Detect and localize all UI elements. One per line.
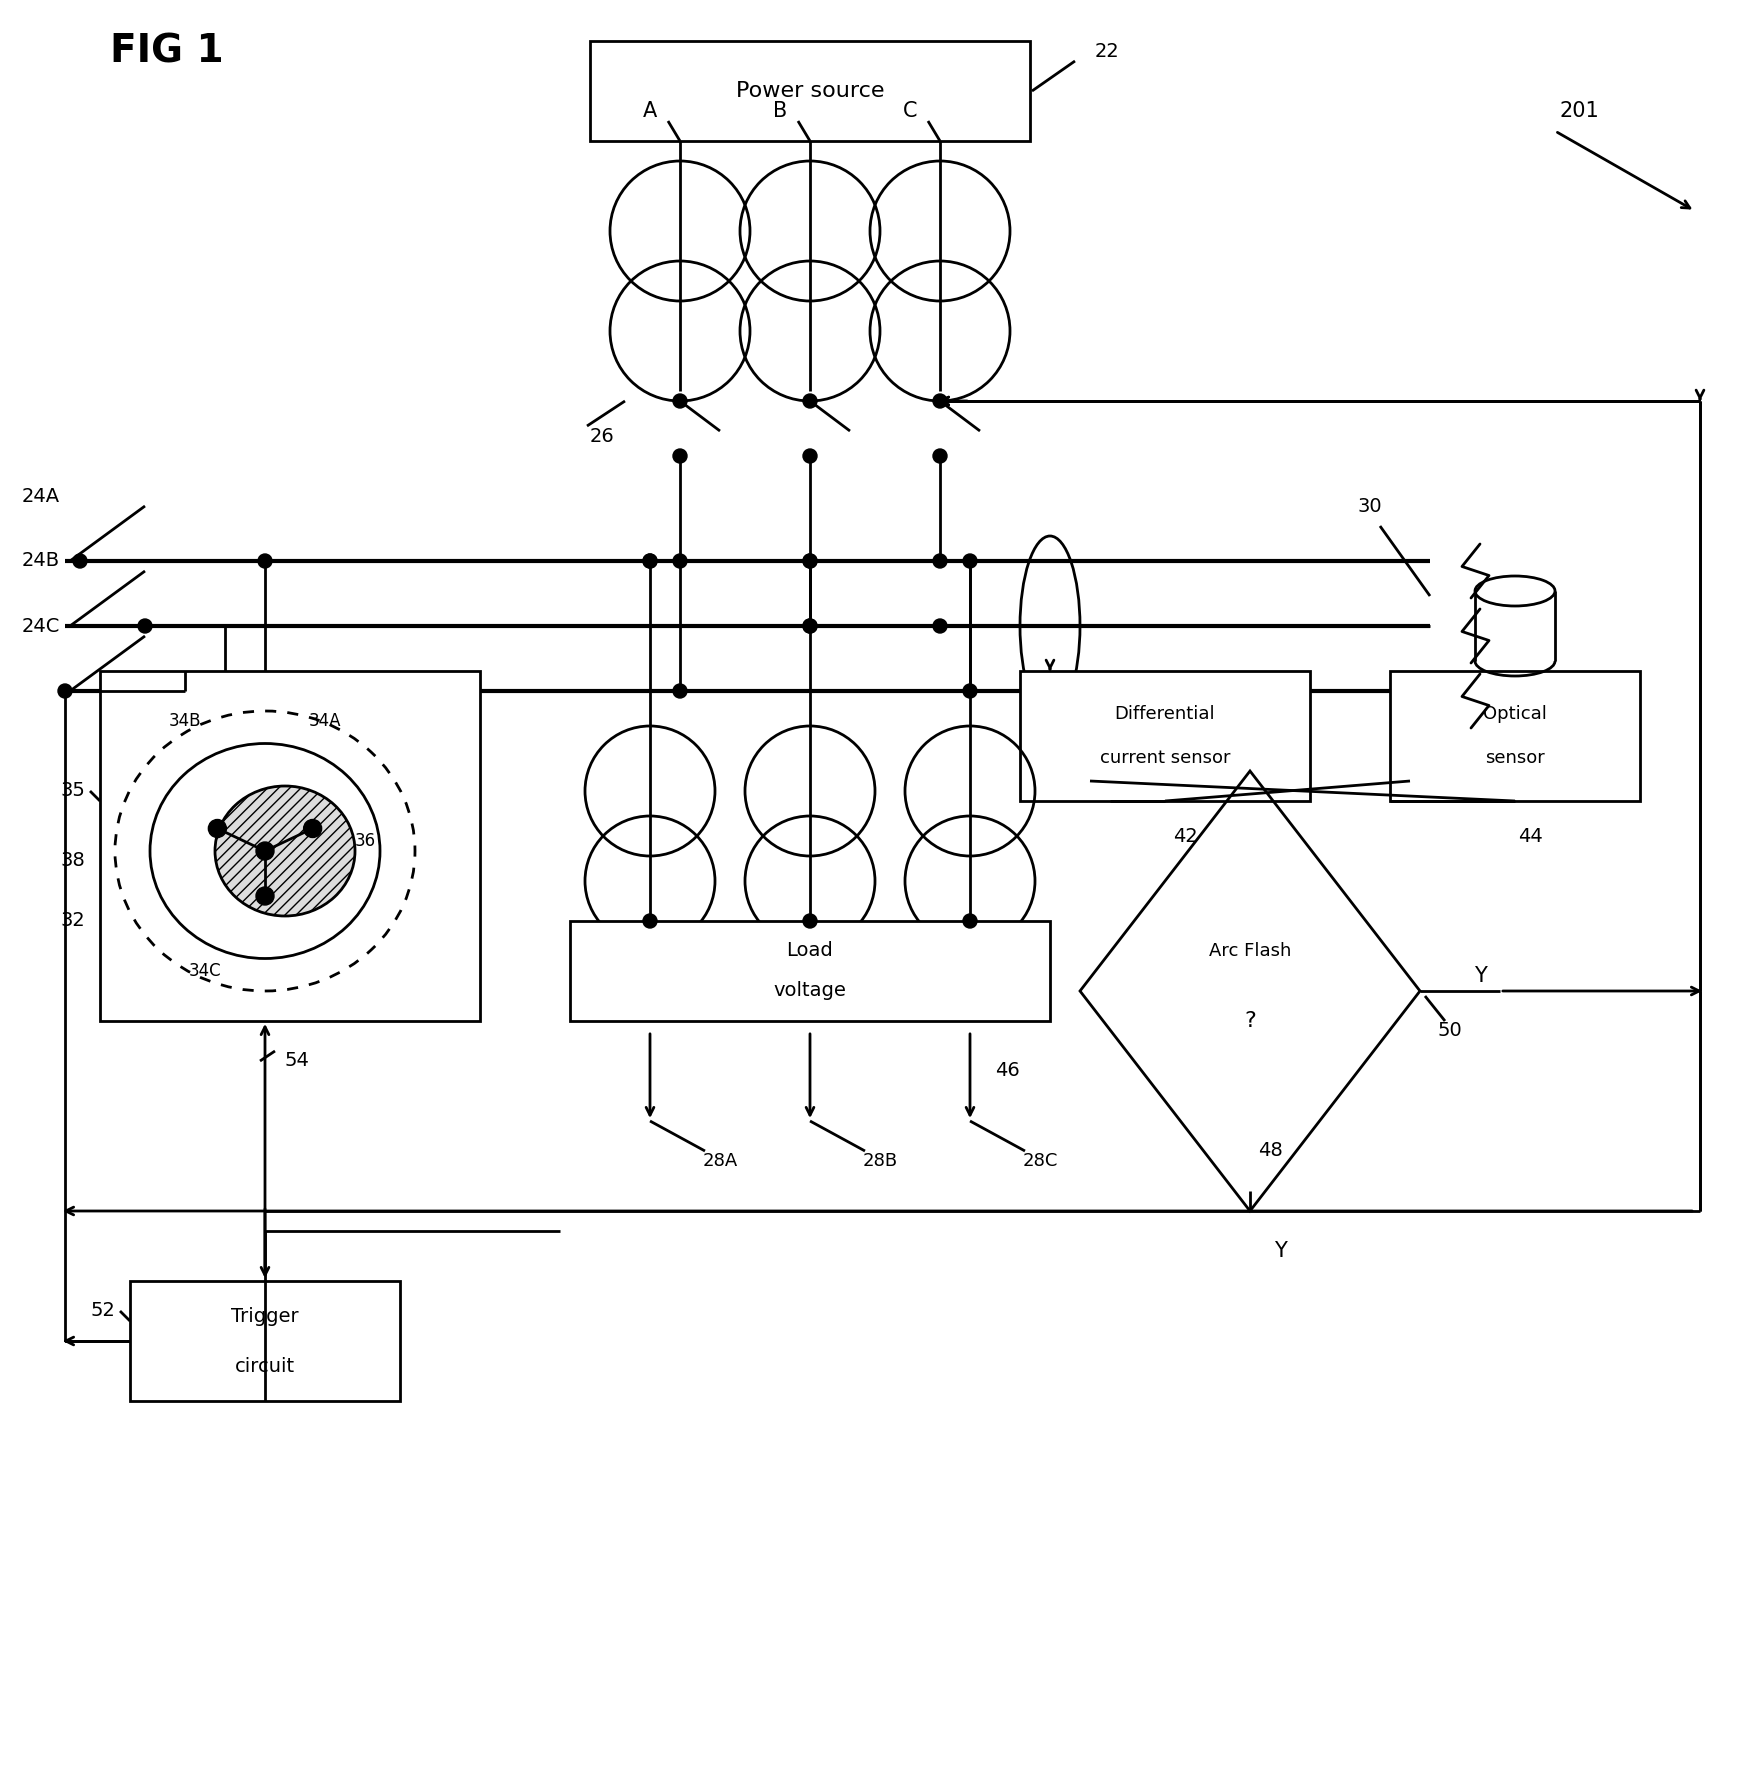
Text: A: A — [642, 100, 656, 122]
Text: Arc Flash: Arc Flash — [1208, 942, 1291, 960]
Circle shape — [803, 553, 817, 568]
Text: current sensor: current sensor — [1099, 749, 1230, 767]
Text: 35: 35 — [60, 781, 85, 801]
Text: 28B: 28B — [863, 1152, 898, 1170]
Text: 38: 38 — [60, 851, 85, 870]
Circle shape — [672, 394, 686, 408]
Text: 48: 48 — [1258, 1141, 1282, 1161]
Text: 28A: 28A — [702, 1152, 737, 1170]
Text: Differential: Differential — [1115, 706, 1215, 724]
Text: 24A: 24A — [21, 487, 60, 505]
Text: 32: 32 — [60, 912, 85, 931]
Text: B: B — [773, 100, 787, 122]
Text: 34B: 34B — [169, 713, 201, 731]
Text: 44: 44 — [1517, 826, 1542, 845]
Circle shape — [803, 553, 817, 568]
Bar — [570, 921, 1050, 1021]
Circle shape — [258, 553, 272, 568]
Text: circuit: circuit — [235, 1356, 295, 1375]
Circle shape — [256, 887, 273, 904]
Circle shape — [72, 553, 86, 568]
Text: Y: Y — [1274, 1241, 1286, 1261]
Bar — [1390, 672, 1639, 801]
Text: 26: 26 — [589, 426, 614, 446]
Circle shape — [963, 684, 977, 698]
Circle shape — [933, 394, 947, 408]
Circle shape — [208, 820, 226, 838]
Bar — [131, 1281, 400, 1401]
Circle shape — [672, 684, 686, 698]
Text: 46: 46 — [995, 1062, 1020, 1080]
Bar — [589, 41, 1030, 141]
Text: FIG 1: FIG 1 — [109, 32, 224, 70]
Text: 22: 22 — [1094, 41, 1118, 61]
Text: C: C — [901, 100, 917, 122]
Circle shape — [803, 620, 817, 632]
Text: 201: 201 — [1559, 100, 1598, 122]
Circle shape — [672, 553, 686, 568]
Circle shape — [933, 450, 947, 464]
Circle shape — [642, 913, 656, 928]
Circle shape — [642, 553, 656, 568]
Text: ?: ? — [1244, 1010, 1256, 1032]
Circle shape — [963, 913, 977, 928]
Circle shape — [933, 553, 947, 568]
Text: Power source: Power source — [736, 81, 884, 100]
Text: 30: 30 — [1357, 496, 1381, 516]
Text: sensor: sensor — [1484, 749, 1544, 767]
Text: Y: Y — [1473, 965, 1485, 987]
Text: 42: 42 — [1171, 826, 1196, 845]
Circle shape — [803, 394, 817, 408]
Text: 24C: 24C — [21, 616, 60, 636]
Text: 34C: 34C — [189, 962, 220, 980]
Circle shape — [256, 842, 273, 860]
Text: 36: 36 — [355, 833, 376, 851]
Text: 54: 54 — [284, 1051, 310, 1071]
Text: voltage: voltage — [773, 981, 847, 1001]
Text: Optical: Optical — [1482, 706, 1545, 724]
Bar — [101, 672, 480, 1021]
Text: 52: 52 — [90, 1302, 115, 1320]
Circle shape — [642, 553, 656, 568]
Circle shape — [672, 450, 686, 464]
Circle shape — [303, 820, 321, 838]
Circle shape — [963, 553, 977, 568]
Bar — [1020, 672, 1309, 801]
Circle shape — [933, 620, 947, 632]
Text: 34A: 34A — [309, 713, 340, 731]
Text: Trigger: Trigger — [231, 1306, 298, 1325]
Circle shape — [58, 684, 72, 698]
Circle shape — [803, 450, 817, 464]
Text: 28C: 28C — [1021, 1152, 1057, 1170]
Circle shape — [138, 620, 152, 632]
Text: Load: Load — [787, 942, 833, 960]
Ellipse shape — [215, 786, 355, 915]
Circle shape — [803, 913, 817, 928]
Circle shape — [803, 620, 817, 632]
Text: 24B: 24B — [21, 552, 60, 571]
Text: 50: 50 — [1438, 1021, 1462, 1041]
